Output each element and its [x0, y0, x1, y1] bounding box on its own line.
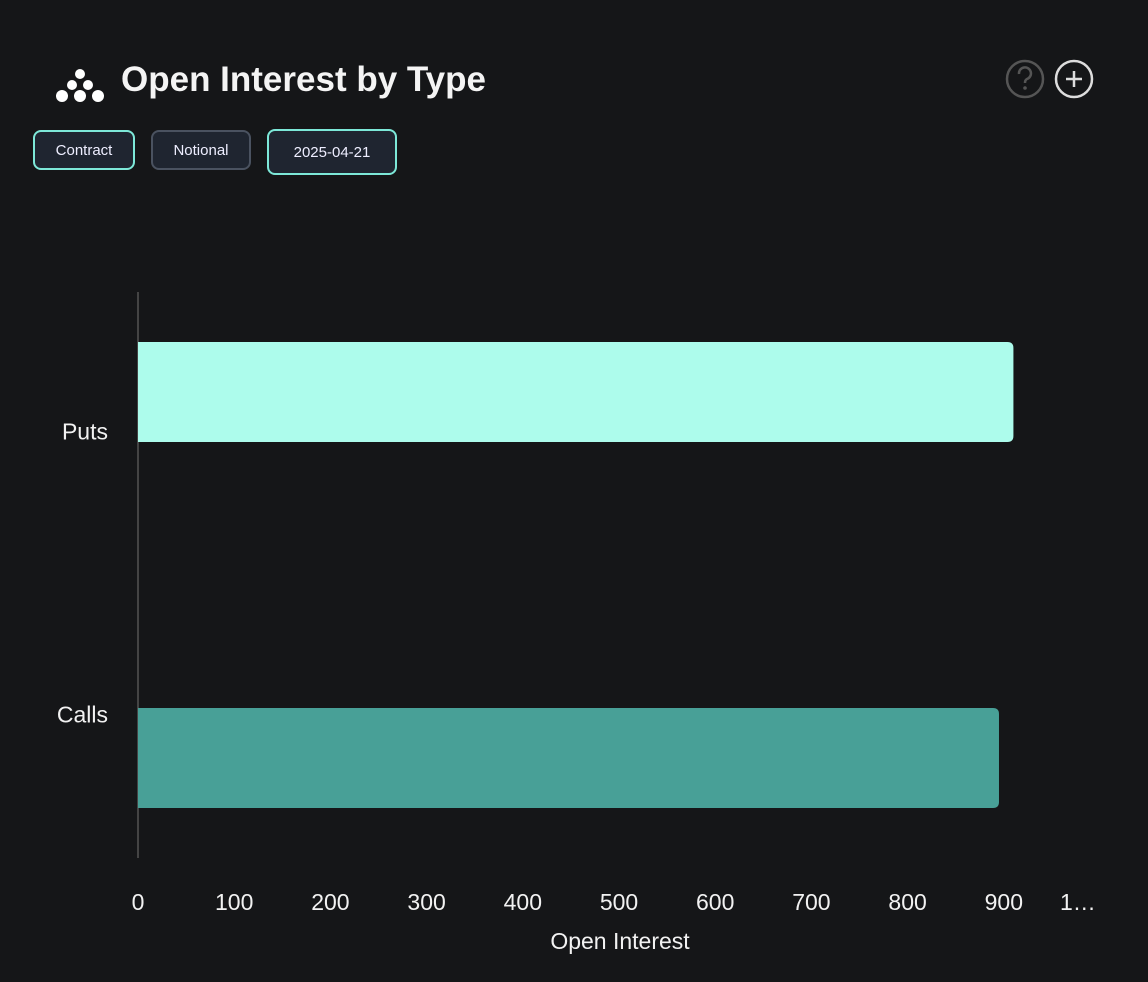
x-tick-label: 100	[215, 889, 253, 915]
notional-button[interactable]: Notional	[151, 130, 251, 170]
title: Open Interest by Type	[121, 60, 486, 99]
x-tick-label: 400	[504, 889, 542, 915]
date-button[interactable]: 2025-04-21	[267, 129, 397, 175]
x-tick-label: 300	[407, 889, 445, 915]
x-tick-label: 500	[600, 889, 638, 915]
header-icons	[1005, 59, 1094, 99]
x-tick-label: 900	[985, 889, 1023, 915]
help-icon[interactable]	[1005, 59, 1045, 99]
logo	[56, 69, 104, 102]
x-tick-label: 0	[132, 889, 145, 915]
y-tick-label: Calls	[57, 702, 108, 728]
x-tick-label: 600	[696, 889, 734, 915]
bar	[138, 342, 1014, 442]
x-tick-label: 700	[792, 889, 830, 915]
x-axis-label: Open Interest	[550, 928, 690, 954]
bar	[138, 708, 999, 808]
x-tick-label: 200	[311, 889, 349, 915]
contract-button[interactable]: Contract	[33, 130, 135, 170]
x-tick-label: 1…	[1060, 889, 1096, 915]
add-icon[interactable]	[1054, 59, 1094, 99]
x-tick-label: 800	[888, 889, 926, 915]
y-tick-label: Puts	[62, 419, 108, 445]
